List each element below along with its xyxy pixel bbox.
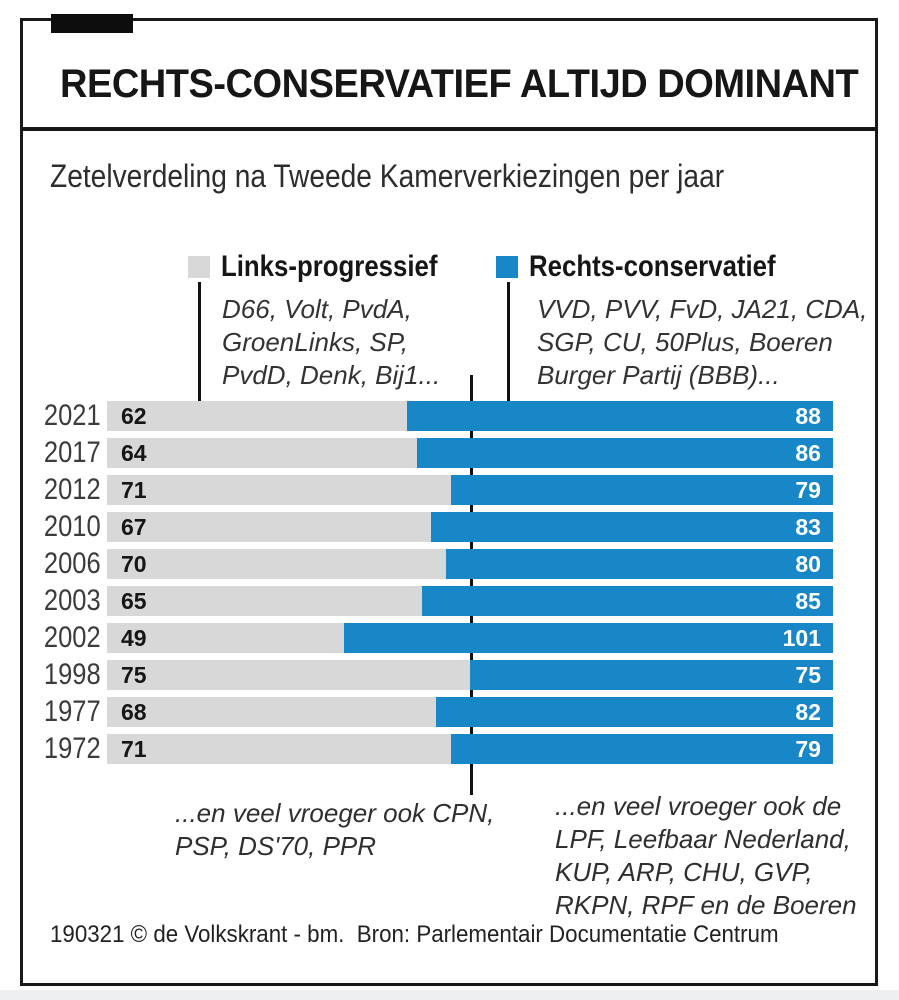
bar-track: 65 85 bbox=[107, 586, 833, 616]
left-seats-value: 49 bbox=[121, 625, 147, 651]
legend-left: Links-progressief bbox=[188, 250, 473, 283]
bar-right-conservative: 101 bbox=[344, 623, 833, 653]
right-seats-value: 85 bbox=[795, 588, 821, 614]
bar-right-conservative: 80 bbox=[445, 549, 833, 579]
left-seats-value: 67 bbox=[121, 514, 147, 540]
left-seats-value: 62 bbox=[121, 403, 147, 429]
leader-line-left bbox=[198, 282, 201, 411]
right-seats-value: 88 bbox=[795, 403, 821, 429]
leader-line-right bbox=[507, 282, 510, 411]
bar-row: 2012 71 79 bbox=[34, 475, 833, 505]
bar-track: 62 88 bbox=[107, 401, 833, 431]
year-label: 1998 bbox=[43, 658, 101, 691]
bar-row: 2017 64 86 bbox=[34, 438, 833, 468]
bar-row: 1972 71 79 bbox=[34, 734, 833, 764]
bar-left-progressive: 64 bbox=[107, 438, 417, 468]
bar-track: 68 82 bbox=[107, 697, 833, 727]
left-seats-value: 64 bbox=[121, 440, 147, 466]
bar-row: 2003 65 85 bbox=[34, 586, 833, 616]
right-seats-value: 86 bbox=[795, 440, 821, 466]
bar-left-progressive: 62 bbox=[107, 401, 408, 431]
bar-track: 49 101 bbox=[107, 623, 833, 653]
right-seats-value: 101 bbox=[782, 625, 821, 651]
bar-right-conservative: 79 bbox=[450, 734, 833, 764]
bar-track: 67 83 bbox=[107, 512, 833, 542]
bottom-strip bbox=[0, 990, 899, 1000]
infographic-card: RECHTS-CONSERVATIEF ALTIJD DOMINANT Zete… bbox=[20, 18, 878, 986]
credit-line: 190321 © de Volkskrant - bm. Bron: Parle… bbox=[50, 921, 779, 948]
year-label: 2012 bbox=[43, 473, 101, 506]
bar-right-conservative: 82 bbox=[436, 697, 833, 727]
year-label: 2003 bbox=[43, 584, 101, 617]
year-label: 2010 bbox=[43, 510, 101, 543]
right-seats-value: 83 bbox=[795, 514, 821, 540]
bar-row: 2002 49 101 bbox=[34, 623, 833, 653]
legend-right-label: Rechts-conservatief bbox=[529, 250, 776, 283]
left-seats-value: 71 bbox=[121, 477, 147, 503]
year-label: 2021 bbox=[43, 399, 101, 432]
bar-right-conservative: 88 bbox=[407, 401, 833, 431]
footnote-left: ...en veel vroeger ook CPN, PSP, DS'70, … bbox=[175, 798, 495, 861]
bar-right-conservative: 85 bbox=[421, 586, 833, 616]
legend-right-swatch bbox=[496, 256, 518, 278]
bar-row: 1998 75 75 bbox=[34, 660, 833, 690]
footnote-right: ...en veel vroeger ook de LPF, Leefbaar … bbox=[555, 791, 857, 920]
right-seats-value: 82 bbox=[795, 699, 821, 725]
bar-right-conservative: 75 bbox=[470, 660, 833, 690]
year-label: 2017 bbox=[43, 436, 101, 469]
bar-left-progressive: 65 bbox=[107, 586, 422, 616]
bar-rows: 2021 62 88 2017 64 86 2012 71 bbox=[34, 401, 833, 771]
right-seats-value: 79 bbox=[795, 736, 821, 762]
bar-right-conservative: 83 bbox=[431, 512, 833, 542]
bar-row: 2021 62 88 bbox=[34, 401, 833, 431]
right-seats-value: 79 bbox=[795, 477, 821, 503]
corner-tab-mark bbox=[51, 14, 133, 33]
left-seats-value: 75 bbox=[121, 662, 147, 688]
bar-right-conservative: 79 bbox=[450, 475, 833, 505]
bar-left-progressive: 67 bbox=[107, 512, 432, 542]
chart-subtitle: Zetelverdeling na Tweede Kamerverkiezing… bbox=[50, 158, 725, 194]
bar-track: 71 79 bbox=[107, 475, 833, 505]
title-divider bbox=[23, 127, 875, 131]
bar-left-progressive: 71 bbox=[107, 475, 451, 505]
year-label: 2006 bbox=[43, 547, 101, 580]
bar-right-conservative: 86 bbox=[416, 438, 833, 468]
bar-row: 2006 70 80 bbox=[34, 549, 833, 579]
left-seats-value: 71 bbox=[121, 736, 147, 762]
left-seats-value: 70 bbox=[121, 551, 147, 577]
left-seats-value: 68 bbox=[121, 699, 147, 725]
year-label: 1972 bbox=[43, 732, 101, 765]
legend-left-label: Links-progressief bbox=[221, 250, 438, 283]
bar-track: 64 86 bbox=[107, 438, 833, 468]
bar-track: 70 80 bbox=[107, 549, 833, 579]
bar-row: 1977 68 82 bbox=[34, 697, 833, 727]
majority-line bbox=[470, 375, 473, 795]
right-seats-value: 80 bbox=[795, 551, 821, 577]
legend-left-parties: D66, Volt, PvdA, GroenLinks, SP, PvdD, D… bbox=[222, 294, 441, 390]
bar-left-progressive: 49 bbox=[107, 623, 345, 653]
legend-right: Rechts-conservatief bbox=[496, 250, 816, 283]
left-seats-value: 65 bbox=[121, 588, 147, 614]
year-label: 2002 bbox=[43, 621, 101, 654]
year-label: 1977 bbox=[43, 695, 101, 728]
right-seats-value: 75 bbox=[795, 662, 821, 688]
bar-track: 75 75 bbox=[107, 660, 833, 690]
bar-left-progressive: 70 bbox=[107, 549, 446, 579]
bar-left-progressive: 75 bbox=[107, 660, 470, 690]
bar-left-progressive: 71 bbox=[107, 734, 451, 764]
legend-left-swatch bbox=[188, 256, 210, 278]
bar-track: 71 79 bbox=[107, 734, 833, 764]
chart-title: RECHTS-CONSERVATIEF ALTIJD DOMINANT bbox=[60, 62, 859, 106]
bar-left-progressive: 68 bbox=[107, 697, 437, 727]
legend-right-parties: VVD, PVV, FvD, JA21, CDA, SGP, CU, 50Plu… bbox=[537, 294, 868, 390]
bar-row: 2010 67 83 bbox=[34, 512, 833, 542]
